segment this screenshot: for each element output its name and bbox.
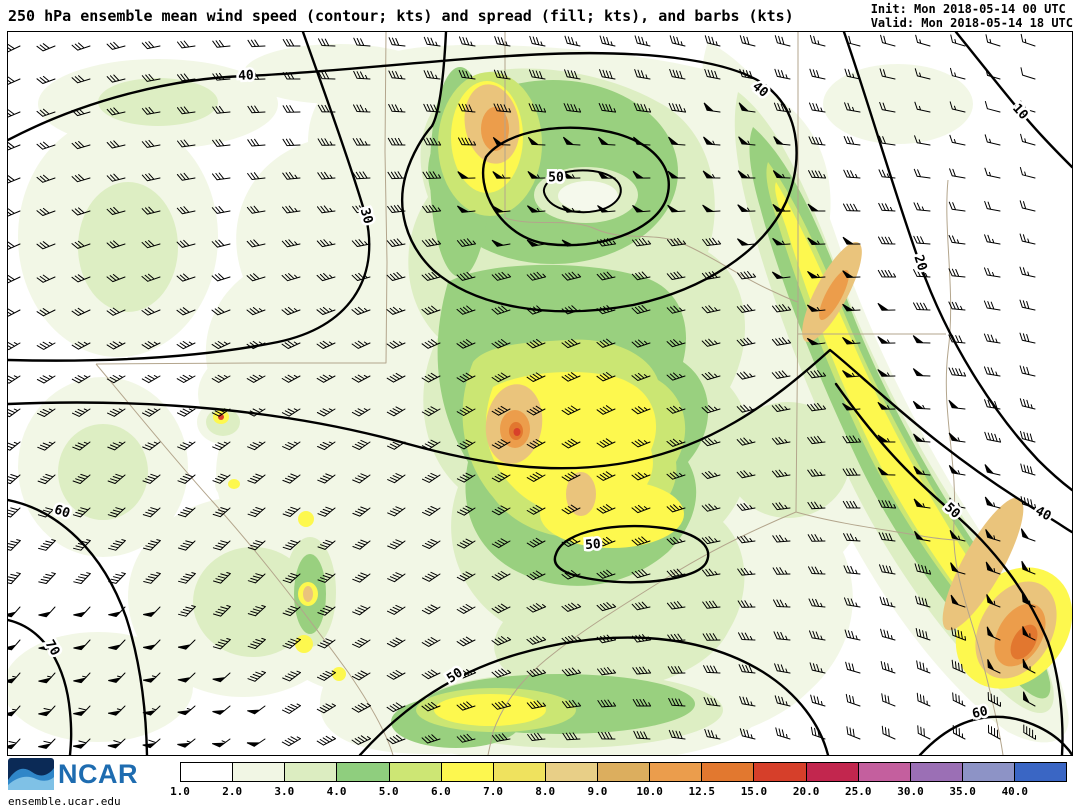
colorbar-segment xyxy=(597,763,650,781)
valid-timestamp: Valid: Mon 2018-05-14 18 UTC xyxy=(870,16,1073,30)
colorbar-segment xyxy=(961,763,1014,781)
colorbar-tick: 25.0 xyxy=(845,785,872,798)
colorbar-tick: 7.0 xyxy=(483,785,503,798)
ncar-logo-icon xyxy=(8,758,54,790)
colorbar-segment xyxy=(440,763,493,781)
colorbar-segment xyxy=(336,763,389,781)
colorbar-tick: 15.0 xyxy=(740,785,768,798)
site-url: ensemble.ucar.edu xyxy=(8,795,121,808)
colorbar-segment xyxy=(388,763,441,781)
colorbar-segment xyxy=(284,763,337,781)
colorbar-tick: 8.0 xyxy=(535,785,556,798)
colorbar-ticks: 1.0 2.0 3.0 4.0 5.0 6.0 7.0 8.0 9.0 10.0 12.5 15.0 2… xyxy=(170,785,1067,799)
contour-lines-layer xyxy=(8,32,1072,755)
colorbar-segment xyxy=(805,763,858,781)
colorbar-tick: 5.0 xyxy=(378,785,399,798)
colorbar-tick: 35.0 xyxy=(949,785,976,798)
contour-label: 30 xyxy=(357,206,376,225)
colorbar-tick: 12.5 xyxy=(688,785,716,798)
colorbar-segment xyxy=(909,763,962,781)
colorbar-segment xyxy=(181,763,233,781)
colorbar-segment xyxy=(649,763,702,781)
colorbar-tick: 10.0 xyxy=(636,785,663,798)
colorbar-tick: 1.0 xyxy=(170,785,190,798)
colorbar-segment xyxy=(492,763,545,781)
colorbar-segment xyxy=(1014,763,1067,781)
contour-label: 40 xyxy=(238,68,255,84)
contour-label: 60 xyxy=(971,704,990,722)
colorbar-segment xyxy=(701,763,754,781)
colorbar-segment xyxy=(544,763,597,781)
colorbar-segment xyxy=(753,763,806,781)
colorbar-tick: 4.0 xyxy=(326,785,347,798)
contour-label: 50 xyxy=(548,171,564,186)
timestamps: Init: Mon 2018-05-14 00 UTC Valid: Mon 2… xyxy=(871,2,1073,30)
figure-header: 250 hPa ensemble mean wind speed (contou… xyxy=(0,0,1080,32)
ncar-logo-text: NCAR xyxy=(58,758,138,789)
map-area: 40 30 50 40 10 20 60 70 50 50 50 40 60 xyxy=(7,31,1073,756)
colorbar-tick: 6.0 xyxy=(430,785,451,798)
colorbar-tick: 3.0 xyxy=(274,785,295,798)
colorbar-tick: 9.0 xyxy=(587,785,608,798)
spread-fill-layer xyxy=(8,42,1072,755)
figure-footer: NCAR ensemble.ucar.edu 1.0 2.0 3.0 4.0 5.0 6.… xyxy=(0,757,1080,810)
contour-label: 50 xyxy=(585,537,602,553)
colorbar-tick: 2.0 xyxy=(222,785,243,798)
figure-title: 250 hPa ensemble mean wind speed (contou… xyxy=(8,7,794,25)
colorbar-tick: 30.0 xyxy=(897,785,924,798)
colorbar-container: 1.0 2.0 3.0 4.0 5.0 6.0 7.0 8.0 9.0 10.0 12.5 15.0 2… xyxy=(170,762,1067,804)
init-timestamp: Init: Mon 2018-05-14 00 UTC xyxy=(870,2,1066,16)
ncar-logo: NCAR xyxy=(8,758,138,790)
colorbar xyxy=(180,762,1067,782)
colorbar-segment xyxy=(232,763,285,781)
colorbar-tick: 40.0 xyxy=(1001,785,1029,798)
colorbar-tick: 20.0 xyxy=(792,785,820,798)
colorbar-segment xyxy=(857,763,910,781)
